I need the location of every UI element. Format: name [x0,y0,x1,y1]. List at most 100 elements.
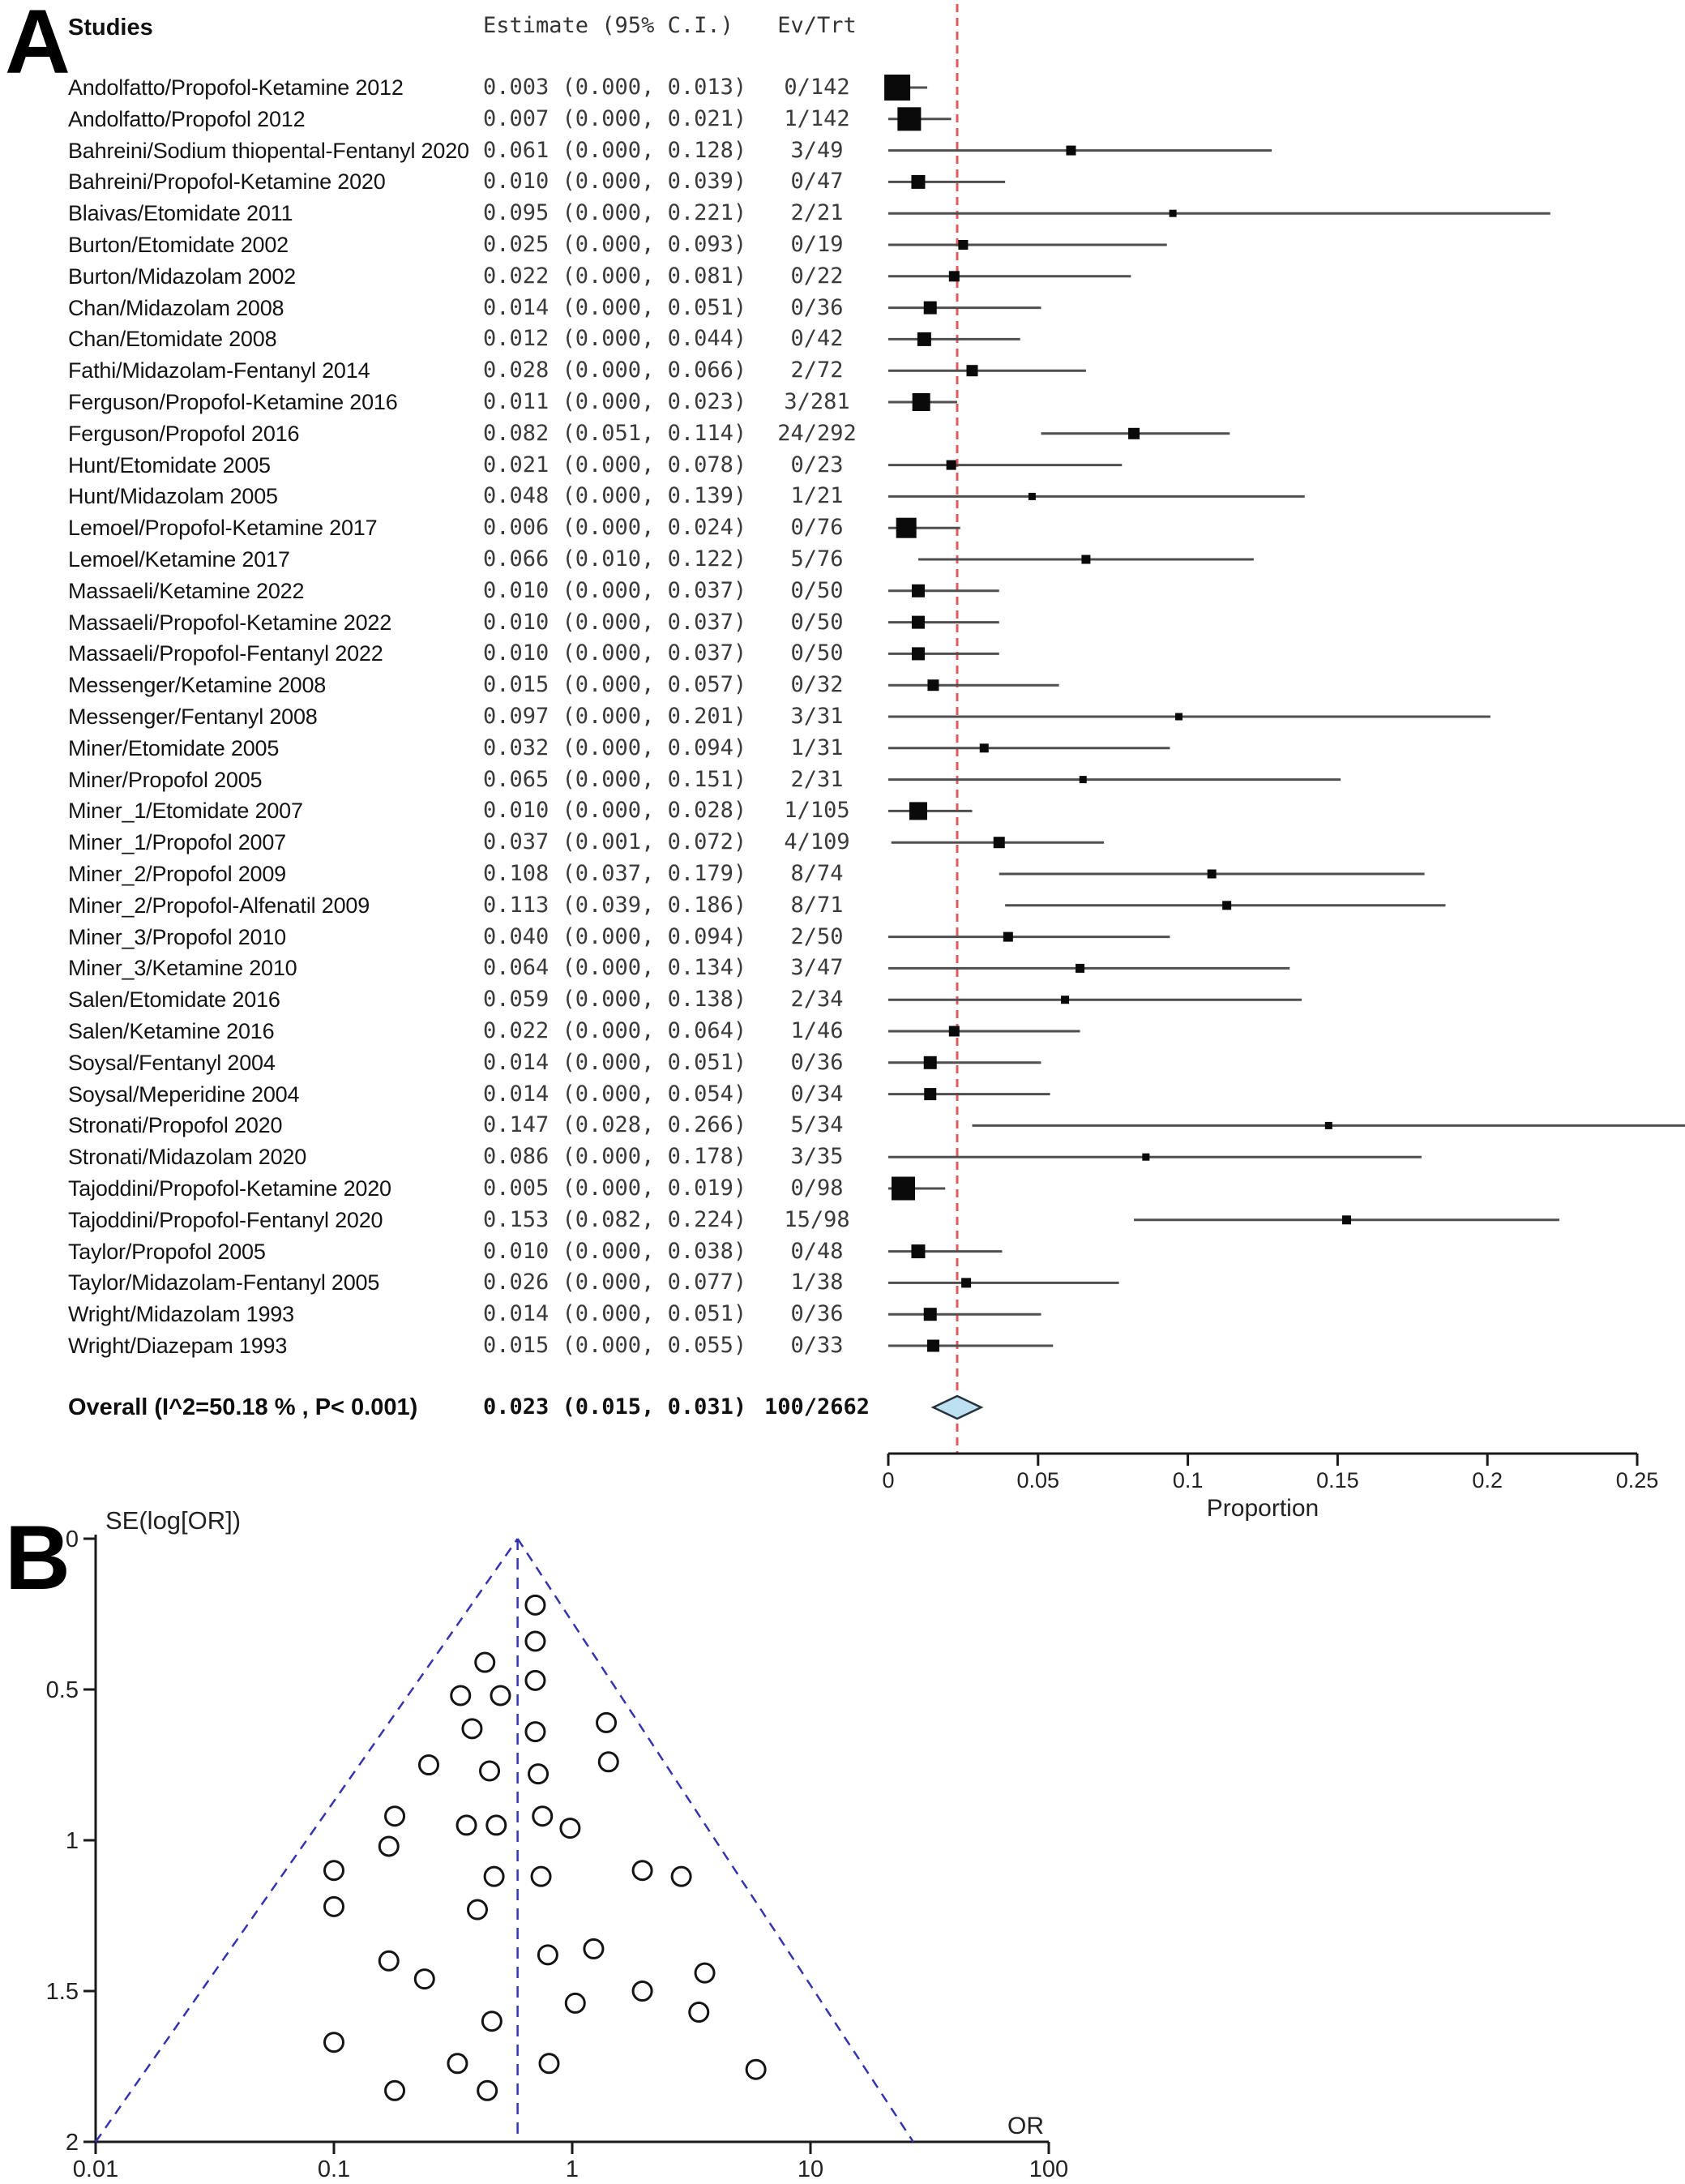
study-estimate-ci: 0.040 (0.000, 0.094) [483,923,747,949]
weight-marker [923,301,937,315]
weight-marker [1076,963,1085,973]
study-evtrt: 0/48 [790,1238,844,1264]
study-evtrt: 3/49 [790,137,844,163]
weight-marker [1079,776,1087,784]
funnel-point [384,1805,406,1827]
funnel-point [378,1835,400,1857]
study-evtrt: 0/34 [790,1081,844,1107]
funnel-point [524,1594,546,1616]
study-estimate-ci: 0.095 (0.000, 0.221) [483,200,747,226]
study-evtrt: 0/47 [790,169,844,195]
study-evtrt: 0/23 [790,452,844,477]
study-estimate-ci: 0.010 (0.000, 0.028) [483,798,747,824]
weight-marker [924,1088,937,1101]
study-evtrt: 1/38 [790,1270,844,1295]
study-name: Wright/Midazolam 1993 [68,1302,294,1327]
study-row: Andolfatto/Propofol-Ketamine 2012 0.003 (… [0,72,924,103]
weight-marker [1003,931,1013,942]
x-axis-title: Proportion [1207,1495,1319,1522]
study-name: Bahreini/Sodium thiopental-Fentanyl 2020 [68,138,469,163]
study-evtrt: 24/292 [777,420,857,446]
study-name: Lemoel/Ketamine 2017 [68,547,290,572]
study-estimate-ci: 0.064 (0.000, 0.134) [483,955,747,981]
study-estimate-ci: 0.097 (0.000, 0.201) [483,704,747,729]
study-name: Salen/Etomidate 2016 [68,987,280,1013]
x-axis-tick-label: 100 [1029,2156,1068,2182]
panel-a-label: A [5,0,71,92]
funnel-point [447,2053,468,2075]
study-evtrt: 0/19 [790,232,844,257]
funnel-point [524,1630,546,1652]
funnel-left-line [94,1538,519,2143]
funnel-point [537,1944,558,1966]
study-name: Ferguson/Propofol-Ketamine 2016 [68,390,398,414]
study-row: Stronati/Propofol 2020 0.147 (0.028, 0.26… [0,1110,924,1141]
study-evtrt: 3/31 [790,704,844,729]
study-row: Messenger/Fentanyl 2008 0.097 (0.000, 0.2… [0,701,924,732]
study-row: Massaeli/Ketamine 2022 0.010 (0.000, 0.03… [0,576,924,606]
study-estimate-ci: 0.005 (0.000, 0.019) [483,1176,747,1201]
weight-marker [966,365,978,377]
study-row: Bahreini/Propofol-Ketamine 2020 0.010 (0.… [0,166,924,197]
funnel-point [670,1865,692,1887]
study-evtrt: 5/76 [790,546,844,572]
study-row: Massaeli/Propofol-Fentanyl 2022 0.010 (0.… [0,638,924,669]
study-row: Lemoel/Ketamine 2017 0.066 (0.010, 0.122)… [0,544,924,575]
funnel-point [323,1895,344,1917]
study-estimate-ci: 0.059 (0.000, 0.138) [483,987,747,1013]
y-axis-tick-label: 0.5 [46,1677,79,1703]
study-estimate-ci: 0.012 (0.000, 0.044) [483,326,747,352]
x-axis-tick-label: 0.15 [1316,1468,1359,1492]
funnel-points [323,1594,767,2101]
study-row: Burton/Midazolam 2002 0.022 (0.000, 0.081… [0,261,924,292]
study-name: Miner_3/Propofol 2010 [68,924,286,949]
study-name: Ferguson/Propofol 2016 [68,421,300,446]
study-estimate-ci: 0.010 (0.000, 0.037) [483,640,747,666]
funnel-point [631,1981,653,2002]
study-estimate-ci: 0.006 (0.000, 0.024) [483,515,747,541]
study-name: Stronati/Midazolam 2020 [68,1145,307,1170]
study-name: Hunt/Etomidate 2005 [68,452,271,477]
study-name: Soysal/Fentanyl 2004 [68,1050,276,1075]
study-evtrt: 3/35 [790,1144,844,1170]
study-name: Stronati/Propofol 2020 [68,1113,283,1138]
overall-estimate: 0.023 (0.015, 0.031) [483,1394,747,1420]
study-estimate-ci: 0.014 (0.000, 0.054) [483,1081,747,1107]
funnel-point [694,1962,716,1984]
weight-marker [1142,1153,1150,1161]
study-name: Andolfatto/Propofol-Ketamine 2012 [68,75,404,100]
study-evtrt: 3/281 [784,389,850,414]
funnel-point [481,2011,503,2032]
study-evtrt: 4/109 [784,829,850,855]
funnel-point [559,1818,581,1839]
study-evtrt: 2/50 [790,923,844,949]
study-estimate-ci: 0.113 (0.039, 0.186) [483,892,747,918]
funnel-point [323,1860,344,1882]
study-estimate-ci: 0.065 (0.000, 0.151) [483,766,747,792]
overall-diamond [930,1394,984,1420]
study-estimate-ci: 0.037 (0.001, 0.072) [483,829,747,855]
funnel-point [483,1865,505,1887]
funnel-point [455,1814,477,1836]
study-estimate-ci: 0.048 (0.000, 0.139) [483,483,747,509]
study-evtrt: 2/34 [790,987,844,1013]
study-evtrt: 0/42 [790,326,844,352]
funnel-point [490,1685,511,1707]
study-evtrt: 0/33 [790,1333,844,1358]
study-row: Soysal/Meperidine 2004 0.014 (0.000, 0.05… [0,1079,924,1110]
study-name: Messenger/Ketamine 2008 [68,673,327,698]
study-evtrt: 2/72 [790,358,844,383]
study-name: Salen/Ketamine 2016 [68,1019,275,1043]
study-name: Hunt/Midazolam 2005 [68,484,278,509]
study-evtrt: 1/21 [790,483,844,509]
study-evtrt: 2/21 [790,200,844,226]
study-estimate-ci: 0.003 (0.000, 0.013) [483,75,747,100]
y-axis-tick-label: 1.5 [46,1979,79,2005]
funnel-point [688,2002,710,2023]
study-name: Miner_1/Etomidate 2007 [68,799,303,824]
study-estimate-ci: 0.022 (0.000, 0.081) [483,263,747,289]
funnel-point [532,1805,554,1827]
study-evtrt: 1/46 [790,1018,844,1043]
study-evtrt: 0/98 [790,1176,844,1201]
